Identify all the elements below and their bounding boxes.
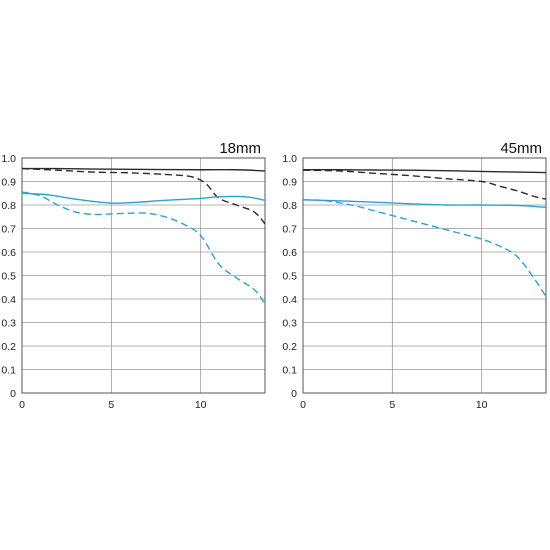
y-tick-label: 0.3 [1,317,16,329]
x-tick-label: 10 [195,399,207,411]
series-line-black-solid [302,169,547,174]
series-line-blue-dashed [21,191,266,305]
mtf-chart-18mm: 0 0.1 0.2 0.3 0.4 0.5 0.6 0.7 0.8 0.9 1.0 0 5 10 18mm [1,140,266,411]
series-line-blue-solid [21,192,266,204]
y-tick-label: 0.3 [282,317,297,329]
y-tick-label: 0.2 [1,341,16,353]
y-tick-label: 1.0 [282,153,297,165]
y-tick-label: 0.7 [282,223,297,235]
y-tick-label: 0.9 [1,176,16,188]
x-tick-label: 0 [300,399,306,411]
x-tick-label: 5 [108,399,114,411]
series-line-black-dashed [21,167,266,225]
plot-frame [302,157,547,394]
x-tick-label: 10 [476,399,488,411]
y-tick-label: 0.7 [1,223,16,235]
chart-title: 18mm [219,140,261,157]
y-tick-label: 0.1 [1,364,16,376]
y-tick-label: 0.9 [282,176,297,188]
y-tick-label: 0.2 [282,341,297,353]
series-line-blue-dashed [302,199,547,298]
y-tick-label: 0.6 [1,247,16,259]
x-tick-label: 0 [19,399,25,411]
plot-frame [21,157,266,394]
series-line-black-solid [21,167,266,172]
y-tick-label: 0 [10,388,16,400]
y-tick-label: 0.8 [1,200,16,212]
y-tick-label: 0.6 [282,247,297,259]
series-line-blue-solid [302,199,547,209]
y-tick-label: 0.5 [1,270,16,282]
y-tick-label: 0.5 [282,270,297,282]
mtf-chart-45mm: 0 0.1 0.2 0.3 0.4 0.5 0.6 0.7 0.8 0.9 1.0 0 5 10 45mm [282,140,547,411]
y-tick-label: 0.4 [282,294,297,306]
y-tick-label: 0.1 [282,364,297,376]
x-tick-label: 5 [389,399,395,411]
y-tick-label: 0 [291,388,297,400]
y-tick-label: 0.8 [282,200,297,212]
y-tick-label: 0.4 [1,294,16,306]
chart-title: 45mm [500,140,542,157]
y-tick-label: 1.0 [1,153,16,165]
series-line-black-dashed [302,169,547,200]
